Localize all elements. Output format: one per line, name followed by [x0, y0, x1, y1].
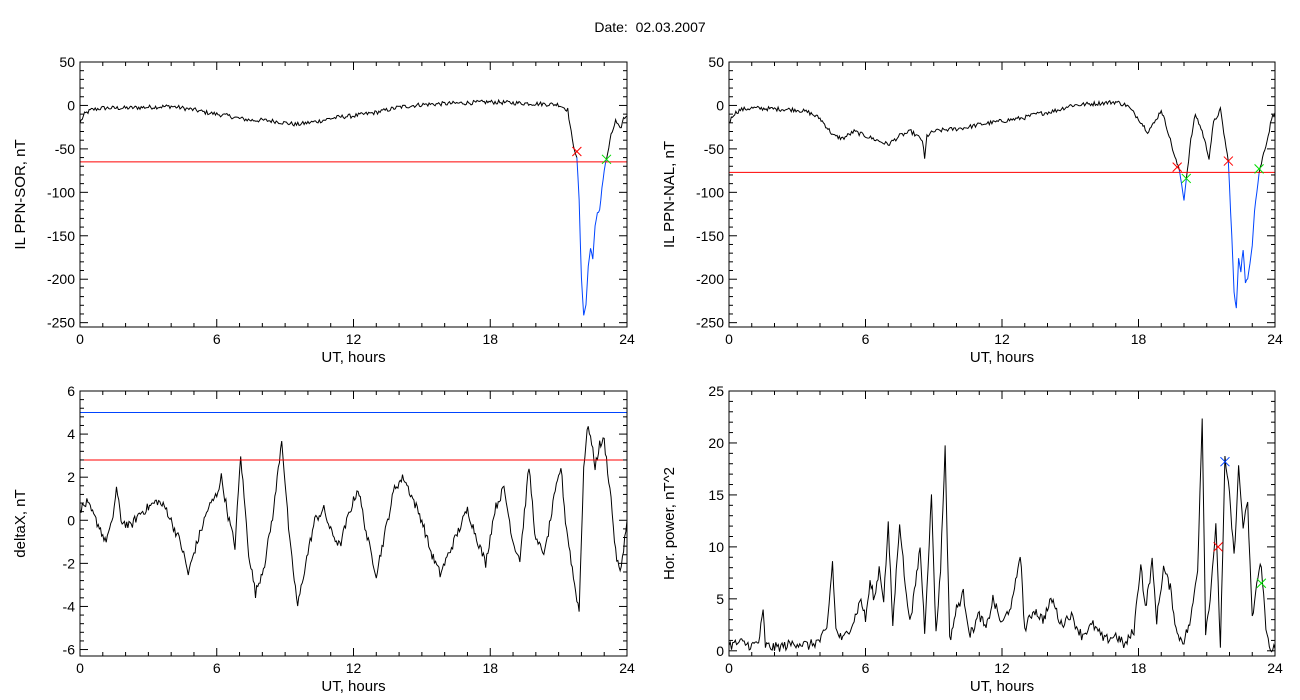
y-tick-label-p2-0: 50 [708, 54, 724, 70]
series-p2-4 [1258, 112, 1275, 174]
y-tick-label-p1-1: 0 [67, 97, 75, 113]
y-tick-label-p4-3: 10 [708, 539, 724, 555]
y-tick-label-p3-2: 2 [67, 469, 75, 485]
series-p2-3 [1227, 161, 1260, 309]
x-tick-label-p2-4: 24 [1267, 331, 1283, 347]
x-tick-label-p2-0: 0 [725, 331, 733, 347]
y-tick-label-p4-2: 15 [708, 487, 724, 503]
marker-p1-1 [601, 154, 612, 165]
y-tick-label-p2-6: -250 [696, 315, 724, 331]
y-tick-label-p4-5: 0 [716, 643, 724, 659]
x-tick-label-p4-2: 12 [994, 660, 1010, 676]
plot-frame-p3 [79, 390, 628, 657]
figure-title: Date: 02.03.2007 [0, 19, 1300, 35]
series-p2-2 [1185, 105, 1229, 180]
chart-p1: 0 6 12 18 24 50 0 -50 -100 -150 -200 -250 UT, hours I… [12, 54, 635, 366]
x-tick-label-p1-1: 6 [213, 331, 221, 347]
y-tick-label-p2-2: -50 [704, 141, 724, 157]
x-tick-label-p4-3: 18 [1131, 660, 1147, 676]
x-tick-label-p3-3: 18 [482, 660, 498, 676]
series-p1-0 [80, 98, 578, 158]
x-tick-label-p3-0: 0 [76, 660, 84, 676]
y-tick-label-p1-6: -250 [47, 315, 75, 331]
x-tick-label-p4-4: 24 [1267, 660, 1283, 676]
x-tick-label-p3-1: 6 [213, 660, 221, 676]
y-tick-label-p4-0: 25 [708, 383, 724, 399]
marker-p1-0 [572, 146, 582, 157]
y-tick-label-p3-0: 6 [67, 383, 75, 399]
y-axis-label-p3: deltaX, nT [12, 489, 29, 557]
y-tick-label-p4-1: 20 [708, 435, 724, 451]
x-tick-label-p1-2: 12 [346, 331, 362, 347]
x-axis-label-p4: UT, hours [970, 678, 1034, 695]
plot-frame-p1 [79, 61, 628, 328]
series-p2-1 [1178, 170, 1187, 201]
series-p3-0 [80, 426, 627, 612]
y-tick-label-p2-3: -100 [696, 184, 724, 200]
x-tick-label-p2-1: 6 [862, 331, 870, 347]
series-p1-2 [605, 115, 627, 160]
x-tick-label-p4-1: 6 [862, 660, 870, 676]
y-tick-label-p3-6: -6 [63, 642, 76, 658]
marker-p4-1 [1213, 542, 1223, 552]
y-tick-label-p3-3: 0 [67, 512, 75, 528]
y-tick-label-p2-4: -150 [696, 228, 724, 244]
series-p1-1 [576, 157, 607, 316]
x-tick-label-p3-4: 24 [619, 660, 635, 676]
y-tick-label-p3-4: -2 [63, 555, 76, 571]
marker-p2-2 [1223, 156, 1234, 166]
x-tick-label-p4-0: 0 [725, 660, 733, 676]
marker-p4-2 [1256, 578, 1267, 589]
x-tick-label-p1-0: 0 [76, 331, 84, 347]
x-tick-label-p1-3: 18 [482, 331, 498, 347]
x-tick-label-p2-3: 18 [1131, 331, 1147, 347]
marker-p2-0 [1172, 162, 1183, 172]
y-tick-label-p3-5: -4 [63, 598, 76, 614]
plot-frame-p2 [728, 61, 1276, 328]
x-tick-label-p3-2: 12 [346, 660, 362, 676]
title-date: 02.03.2007 [635, 19, 706, 35]
y-tick-label-p1-4: -150 [47, 228, 75, 244]
x-axis-label-p1: UT, hours [321, 349, 385, 366]
y-axis-label-p2: IL PPN-NAL, nT [661, 141, 678, 248]
marker-p2-1 [1181, 173, 1192, 184]
y-tick-label-p3-1: 4 [67, 426, 75, 442]
plot-frame-p4 [728, 390, 1276, 657]
series-p2-0 [729, 99, 1180, 171]
chart-p2: 0 6 12 18 24 50 0 -50 -100 -150 -200 -250 UT, hours I… [661, 54, 1283, 366]
y-tick-label-p1-3: -100 [47, 184, 75, 200]
y-tick-label-p2-1: 0 [716, 97, 724, 113]
y-axis-label-p1: IL PPN-SOR, nT [12, 139, 29, 249]
chart-p3: 0 6 12 18 24 6 4 2 0 -2 -4 -6 UT, hours deltaX, nT [12, 383, 635, 695]
x-tick-label-p2-2: 12 [994, 331, 1010, 347]
marker-p2-3 [1254, 164, 1264, 174]
x-axis-label-p3: UT, hours [321, 678, 385, 695]
y-tick-label-p1-2: -50 [55, 141, 75, 157]
x-tick-label-p1-4: 24 [619, 331, 635, 347]
chart-p4: 0 6 12 18 24 25 20 15 10 5 0 UT, hours Hor. power, n… [661, 383, 1283, 695]
y-tick-label-p2-5: -200 [696, 271, 724, 287]
marker-p4-0 [1220, 456, 1230, 467]
x-axis-label-p2: UT, hours [970, 349, 1034, 366]
y-tick-label-p4-4: 5 [716, 591, 724, 607]
y-tick-label-p1-0: 50 [59, 54, 75, 70]
y-tick-label-p1-5: -200 [47, 271, 75, 287]
y-axis-label-p4: Hor. power, nT^2 [661, 467, 678, 580]
title-label: Date: [594, 19, 628, 35]
series-p4-0 [729, 418, 1275, 653]
